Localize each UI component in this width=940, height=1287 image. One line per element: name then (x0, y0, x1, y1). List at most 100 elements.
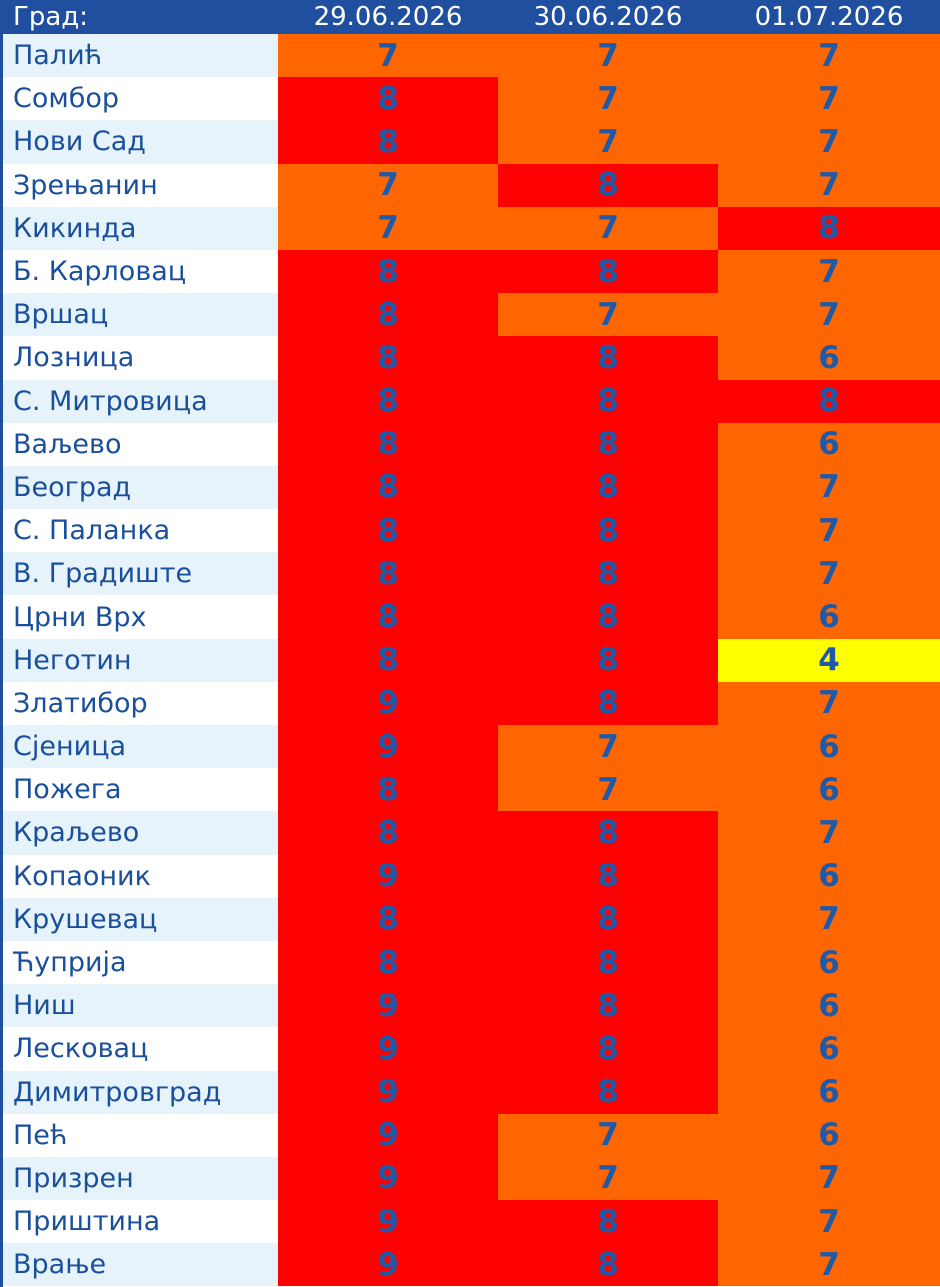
uv-value: 6 (718, 1070, 940, 1114)
uv-value: 6 (718, 595, 940, 639)
city-name: Лесковац (3, 1027, 278, 1071)
uv-value: 8 (498, 422, 718, 466)
table-row: С. Паланка 8 8 7 (3, 509, 940, 553)
uv-value: 8 (278, 120, 498, 164)
uv-value: 9 (278, 681, 498, 725)
uv-value: 8 (278, 379, 498, 423)
header-cell: 01.07.2026 (754, 2, 904, 32)
uv-value: 8 (498, 1070, 718, 1114)
city-name: Врање (3, 1243, 278, 1287)
table-row: Б. Карловац 8 8 7 (3, 249, 940, 294)
table-row: Ћуприја 8 8 6 (3, 940, 940, 985)
table-row: Димитровград 9 8 6 (3, 1070, 940, 1114)
table-row: В. Градиште 8 8 7 (3, 552, 940, 596)
table-row: Црни Врх 8 8 6 (3, 595, 940, 639)
uv-value: 7 (498, 1113, 718, 1157)
uv-value: 7 (718, 465, 940, 510)
uv-value: 7 (718, 1243, 940, 1287)
uv-value: 9 (278, 1200, 498, 1244)
uv-value: 7 (718, 552, 940, 596)
uv-value: 8 (278, 811, 498, 855)
uv-value: 8 (278, 552, 498, 596)
uv-value: 6 (718, 1027, 940, 1071)
city-name: Неготин (3, 638, 278, 682)
table-row: Врање 9 8 7 (3, 1243, 940, 1287)
uv-value: 9 (278, 1113, 498, 1157)
table-row: Ниш 9 8 6 (3, 984, 940, 1028)
uv-value: 9 (278, 984, 498, 1028)
uv-value: 7 (718, 34, 940, 78)
uv-value: 4 (718, 638, 940, 682)
city-name: Београд (3, 465, 278, 510)
uv-value: 8 (498, 897, 718, 941)
uv-value: 6 (718, 854, 940, 898)
uv-value: 8 (498, 163, 718, 207)
uv-value: 8 (278, 293, 498, 337)
uv-value: 8 (278, 336, 498, 380)
uv-value: 8 (498, 1243, 718, 1287)
city-name: Приштина (3, 1200, 278, 1244)
uv-value: 8 (718, 206, 940, 250)
uv-value: 9 (278, 1243, 498, 1287)
city-name: Вршац (3, 293, 278, 337)
uv-value: 8 (498, 509, 718, 553)
table-row: Крушевац 8 8 7 (3, 897, 940, 941)
uv-value: 7 (718, 293, 940, 337)
uv-value: 7 (498, 725, 718, 769)
uv-value: 9 (278, 1070, 498, 1114)
city-name: Зрењанин (3, 163, 278, 207)
city-name: Призрен (3, 1156, 278, 1201)
table-row: Београд 8 8 7 (3, 465, 940, 510)
city-name: С. Паланка (3, 509, 278, 553)
uv-value: 8 (498, 379, 718, 423)
city-name: Златибор (3, 681, 278, 725)
table-row: Златибор 9 8 7 (3, 681, 940, 725)
uv-value: 8 (278, 897, 498, 941)
uv-value: 7 (498, 120, 718, 164)
uv-value: 8 (278, 595, 498, 639)
table-row: Вршац 8 7 7 (3, 293, 940, 337)
table-row: Пожега 8 7 6 (3, 768, 940, 812)
city-name: Пожега (3, 768, 278, 812)
uv-value: 6 (718, 940, 940, 985)
table-row: Приштина 9 8 7 (3, 1200, 940, 1244)
uv-value: 7 (718, 1200, 940, 1244)
city-name: Лозница (3, 336, 278, 380)
uv-value: 7 (718, 163, 940, 207)
uv-value: 8 (498, 249, 718, 294)
uv-value: 6 (718, 1113, 940, 1157)
uv-value: 7 (498, 77, 718, 121)
uv-value: 6 (718, 336, 940, 380)
uv-value: 8 (718, 379, 940, 423)
city-name: Кикинда (3, 206, 278, 250)
table-row: Сомбор 8 7 7 (3, 77, 940, 121)
uv-value: 7 (718, 681, 940, 725)
table-row: С. Митровица 8 8 8 (3, 379, 940, 423)
city-name: Ваљево (3, 422, 278, 466)
table-row: Ваљево 8 8 6 (3, 422, 940, 466)
city-name: С. Митровица (3, 379, 278, 423)
uv-value: 8 (498, 984, 718, 1028)
uv-value: 7 (718, 249, 940, 294)
city-name: Краљево (3, 811, 278, 855)
city-name: Црни Врх (3, 595, 278, 639)
header-cell: Град: (13, 2, 89, 32)
uv-value: 8 (498, 336, 718, 380)
uv-value: 8 (498, 940, 718, 985)
table-row: Зрењанин 7 8 7 (3, 163, 940, 207)
uv-value: 7 (498, 1156, 718, 1201)
uv-value: 8 (498, 465, 718, 510)
table-row: Сјеница 9 7 6 (3, 725, 940, 769)
table-row: Краљево 8 8 7 (3, 811, 940, 855)
uv-value: 8 (498, 638, 718, 682)
table-row: Лесковац 9 8 6 (3, 1027, 940, 1071)
table-row: Пећ 9 7 6 (3, 1113, 940, 1157)
uv-value: 7 (278, 206, 498, 250)
uv-value: 7 (498, 293, 718, 337)
uv-value: 6 (718, 984, 940, 1028)
city-name: Нови Сад (3, 120, 278, 164)
header-cell: 29.06.2026 (313, 2, 463, 32)
uv-value: 9 (278, 725, 498, 769)
city-name: Димитровград (3, 1070, 278, 1114)
